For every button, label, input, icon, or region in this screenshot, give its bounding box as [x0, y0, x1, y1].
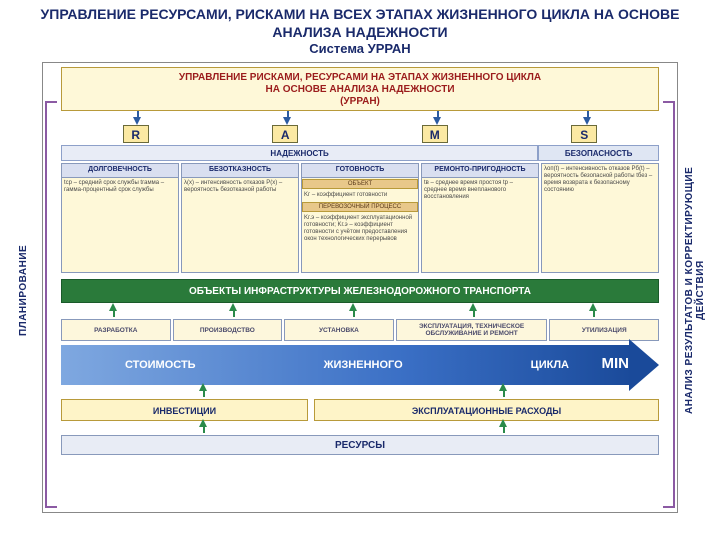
rams-m: M	[422, 125, 448, 143]
reliability-header-row: НАДЕЖНОСТЬ БЕЗОПАСНОСТЬ	[61, 145, 659, 161]
arrow-up-icon	[109, 303, 117, 311]
arrow-up-icon	[499, 383, 507, 391]
rams-r: R	[123, 125, 149, 143]
inner-label-process: ПЕРЕВОЗОЧНЫЙ ПРОЦЕСС	[302, 202, 418, 212]
rams-a: A	[272, 125, 298, 143]
col-body: Kг.э – коэффициент эксплуатационной гото…	[302, 213, 418, 272]
side-label-right: АНАЛИЗ РЕЗУЛЬТАТОВ И КОРРЕКТИРУЮЩИЕ ДЕЙС…	[684, 160, 706, 420]
arrow-word-1: СТОИМОСТЬ	[125, 359, 196, 371]
safety-header: БЕЗОПАСНОСТЬ	[538, 145, 659, 161]
col-head: ГОТОВНОСТЬ	[302, 164, 418, 178]
col-body: λоп(t) – интенсивность отказов Pб(t) – в…	[542, 164, 658, 272]
lc-development: РАЗРАБОТКА	[61, 319, 171, 341]
col-maintainability: РЕМОНТО-ПРИГОДНОСТЬ tв – среднее время п…	[421, 163, 539, 273]
arrow-down-icon	[133, 117, 141, 125]
frame-right	[663, 101, 675, 508]
lc-production: ПРОИЗВОДСТВО	[173, 319, 283, 341]
arrow-up-icon	[499, 419, 507, 427]
col-head: ДОЛГОВЕЧНОСТЬ	[62, 164, 178, 178]
urran-diagram: ПЛАНИРОВАНИЕ АНАЛИЗ РЕЗУЛЬТАТОВ И КОРРЕК…	[20, 60, 700, 515]
reliability-header: НАДЕЖНОСТЬ	[61, 145, 538, 161]
diagram-inner: УПРАВЛЕНИЕ РИСКАМИ, РЕСУРСАМИ НА ЭТАПАХ …	[42, 62, 678, 513]
side-label-left: ПЛАНИРОВАНИЕ	[18, 190, 29, 390]
banner-line-3: (УРРАН)	[66, 96, 654, 108]
arrow-up-icon	[469, 303, 477, 311]
page-title: УПРАВЛЕНИЕ РЕСУРСАМИ, РИСКАМИ НА ВСЕХ ЭТ…	[0, 0, 720, 41]
invest-row: ИНВЕСТИЦИИ ЭКСПЛУАТАЦИОННЫЕ РАСХОДЫ	[61, 399, 659, 421]
arrow-min-label: MIN	[602, 355, 630, 372]
arrow-word-2: ЖИЗНЕННОГО	[324, 359, 403, 371]
property-columns: ДОЛГОВЕЧНОСТЬ tср – средний срок службы …	[61, 163, 659, 273]
col-body: tв – среднее время простоя tр – среднее …	[422, 178, 538, 272]
arrow-down-icon	[283, 117, 291, 125]
col-durability: ДОЛГОВЕЧНОСТЬ tср – средний срок службы …	[61, 163, 179, 273]
resources-band: РЕСУРСЫ	[61, 435, 659, 455]
opex-cell: ЭКСПЛУАТАЦИОННЫЕ РАСХОДЫ	[314, 399, 659, 421]
inner-label-object: ОБЪЕКТ	[302, 179, 418, 189]
banner-line-1: УПРАВЛЕНИЕ РИСКАМИ, РЕСУРСАМИ НА ЭТАПАХ …	[66, 72, 654, 84]
rams-s: S	[571, 125, 597, 143]
col-head: БЕЗОТКАЗНОСТЬ	[182, 164, 298, 178]
col-safety: λоп(t) – интенсивность отказов Pб(t) – в…	[541, 163, 659, 273]
rams-row: R A M S	[61, 115, 659, 143]
arrow-word-3: ЦИКЛА	[531, 359, 569, 371]
col-mid: Kг – коэффициент готовности	[302, 190, 418, 201]
lifecycle-cost-arrow: СТОИМОСТЬ ЖИЗНЕННОГО ЦИКЛА MIN	[61, 345, 659, 385]
page-subtitle: Система УРРАН	[0, 41, 720, 56]
infrastructure-band: ОБЪЕКТЫ ИНФРАСТРУКТУРЫ ЖЕЛЕЗНОДОРОЖНОГО …	[61, 279, 659, 303]
arrow-up-icon	[199, 419, 207, 427]
lifecycle-row: РАЗРАБОТКА ПРОИЗВОДСТВО УСТАНОВКА ЭКСПЛУ…	[61, 319, 659, 341]
arrow-up-icon	[199, 383, 207, 391]
lc-install: УСТАНОВКА	[284, 319, 394, 341]
arrow-up-icon	[349, 303, 357, 311]
lc-disposal: УТИЛИЗАЦИЯ	[549, 319, 659, 341]
arrow-body: СТОИМОСТЬ ЖИЗНЕННОГО ЦИКЛА	[61, 345, 633, 385]
col-body: λ(x) – интенсивность отказов P(x) – веро…	[182, 178, 298, 272]
col-head: РЕМОНТО-ПРИГОДНОСТЬ	[422, 164, 538, 178]
arrow-head-icon	[629, 339, 659, 391]
banner-line-2: НА ОСНОВЕ АНАЛИЗА НАДЕЖНОСТИ	[66, 84, 654, 96]
arrow-up-icon	[229, 303, 237, 311]
arrow-down-icon	[583, 117, 591, 125]
top-banner: УПРАВЛЕНИЕ РИСКАМИ, РЕСУРСАМИ НА ЭТАПАХ …	[61, 67, 659, 111]
col-readiness: ГОТОВНОСТЬ ОБЪЕКТ Kг – коэффициент готов…	[301, 163, 419, 273]
col-body: tср – средний срок службы tгамма – гамма…	[62, 178, 178, 272]
col-failfree: БЕЗОТКАЗНОСТЬ λ(x) – интенсивность отказ…	[181, 163, 299, 273]
arrow-up-icon	[589, 303, 597, 311]
invest-cell: ИНВЕСТИЦИИ	[61, 399, 308, 421]
arrow-down-icon	[433, 117, 441, 125]
lc-operation: ЭКСПЛУАТАЦИЯ, ТЕХНИЧЕСКОЕ ОБСЛУЖИВАНИЕ И…	[396, 319, 548, 341]
frame-left	[45, 101, 57, 508]
